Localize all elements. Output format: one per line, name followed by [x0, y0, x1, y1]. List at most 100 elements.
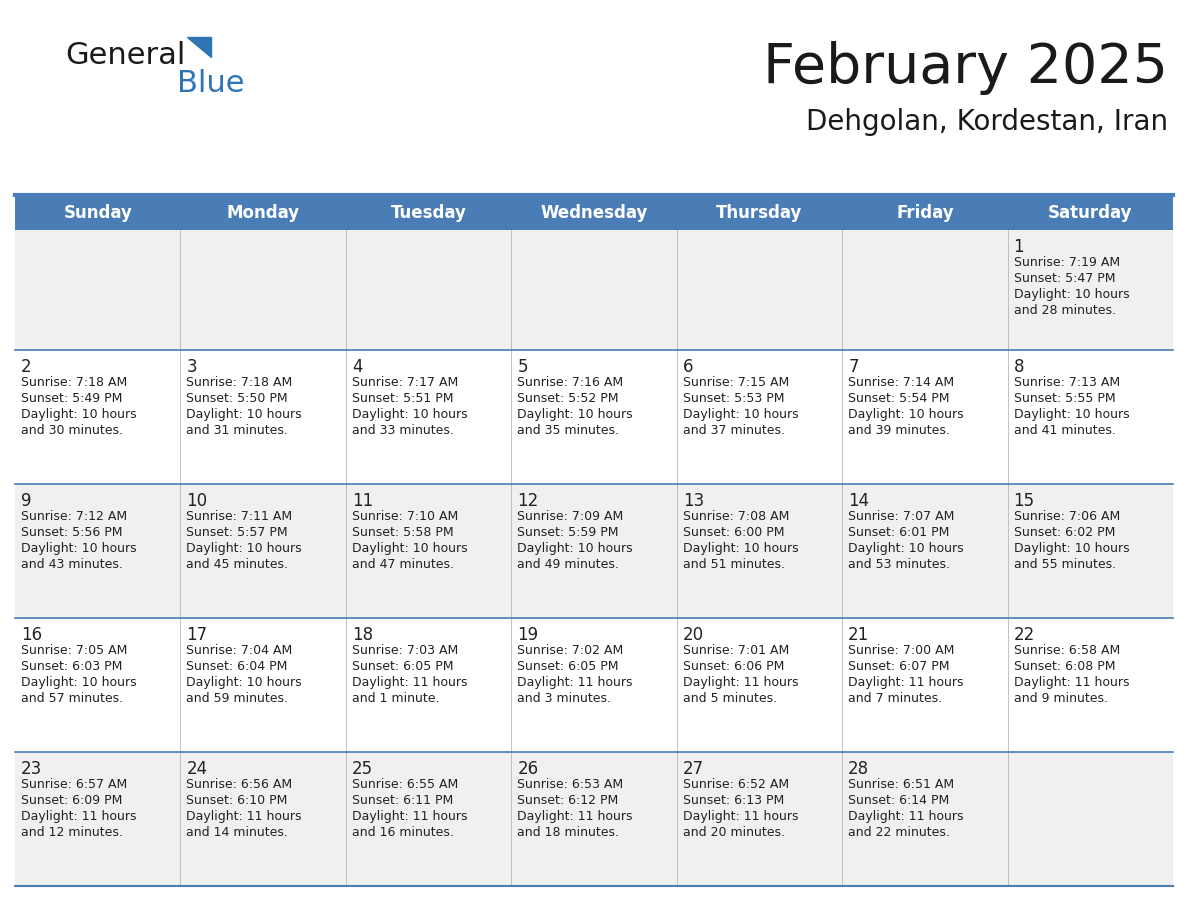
Text: Sunrise: 7:12 AM: Sunrise: 7:12 AM: [21, 510, 127, 523]
Text: Sunrise: 7:10 AM: Sunrise: 7:10 AM: [352, 510, 459, 523]
Text: and 18 minutes.: and 18 minutes.: [517, 826, 619, 839]
Text: 16: 16: [21, 626, 42, 644]
Text: Sunrise: 7:11 AM: Sunrise: 7:11 AM: [187, 510, 292, 523]
Text: Daylight: 10 hours: Daylight: 10 hours: [848, 408, 963, 421]
Text: Sunrise: 7:07 AM: Sunrise: 7:07 AM: [848, 510, 954, 523]
Text: and 22 minutes.: and 22 minutes.: [848, 826, 950, 839]
Text: Sunset: 5:52 PM: Sunset: 5:52 PM: [517, 392, 619, 405]
Text: Daylight: 10 hours: Daylight: 10 hours: [848, 542, 963, 555]
Text: Sunset: 6:03 PM: Sunset: 6:03 PM: [21, 660, 122, 673]
Bar: [15, 230, 1173, 350]
Text: Tuesday: Tuesday: [391, 204, 467, 221]
Text: Daylight: 11 hours: Daylight: 11 hours: [352, 676, 467, 689]
Text: and 51 minutes.: and 51 minutes.: [683, 558, 785, 571]
Text: 26: 26: [517, 760, 538, 778]
Text: 3: 3: [187, 358, 197, 376]
Text: 6: 6: [683, 358, 694, 376]
Text: 12: 12: [517, 492, 538, 510]
Text: Sunset: 6:05 PM: Sunset: 6:05 PM: [517, 660, 619, 673]
Text: 13: 13: [683, 492, 704, 510]
Text: 28: 28: [848, 760, 870, 778]
Text: 20: 20: [683, 626, 703, 644]
Text: Sunrise: 6:58 AM: Sunrise: 6:58 AM: [1013, 644, 1120, 657]
Text: Sunrise: 6:57 AM: Sunrise: 6:57 AM: [21, 778, 127, 791]
Text: Sunrise: 7:08 AM: Sunrise: 7:08 AM: [683, 510, 789, 523]
Text: 24: 24: [187, 760, 208, 778]
Bar: [15, 752, 1173, 886]
Text: 19: 19: [517, 626, 538, 644]
Text: Sunrise: 7:04 AM: Sunrise: 7:04 AM: [187, 644, 292, 657]
Text: and 35 minutes.: and 35 minutes.: [517, 424, 619, 437]
Text: 4: 4: [352, 358, 362, 376]
Text: 9: 9: [21, 492, 32, 510]
Text: Friday: Friday: [896, 204, 954, 221]
Text: and 45 minutes.: and 45 minutes.: [187, 558, 289, 571]
Text: Sunrise: 6:55 AM: Sunrise: 6:55 AM: [352, 778, 459, 791]
Text: Daylight: 10 hours: Daylight: 10 hours: [1013, 542, 1130, 555]
Text: Dehgolan, Kordestan, Iran: Dehgolan, Kordestan, Iran: [805, 108, 1168, 136]
Text: Sunset: 6:14 PM: Sunset: 6:14 PM: [848, 794, 949, 807]
Text: Daylight: 11 hours: Daylight: 11 hours: [1013, 676, 1129, 689]
Text: Sunrise: 7:09 AM: Sunrise: 7:09 AM: [517, 510, 624, 523]
Text: General: General: [65, 40, 185, 70]
Text: 8: 8: [1013, 358, 1024, 376]
Text: Sunset: 5:58 PM: Sunset: 5:58 PM: [352, 526, 454, 539]
Text: Sunset: 6:12 PM: Sunset: 6:12 PM: [517, 794, 619, 807]
Text: and 5 minutes.: and 5 minutes.: [683, 692, 777, 705]
Text: and 57 minutes.: and 57 minutes.: [21, 692, 124, 705]
Text: Wednesday: Wednesday: [541, 204, 647, 221]
Text: Sunrise: 7:19 AM: Sunrise: 7:19 AM: [1013, 256, 1120, 269]
Text: 22: 22: [1013, 626, 1035, 644]
Text: 7: 7: [848, 358, 859, 376]
Text: Sunrise: 7:00 AM: Sunrise: 7:00 AM: [848, 644, 954, 657]
Text: and 28 minutes.: and 28 minutes.: [1013, 304, 1116, 317]
Text: 1: 1: [1013, 238, 1024, 256]
Text: Sunrise: 7:15 AM: Sunrise: 7:15 AM: [683, 376, 789, 389]
Text: Daylight: 11 hours: Daylight: 11 hours: [683, 676, 798, 689]
Bar: [346, 195, 511, 230]
Text: and 59 minutes.: and 59 minutes.: [187, 692, 289, 705]
Text: Blue: Blue: [177, 69, 245, 97]
Text: Sunrise: 7:18 AM: Sunrise: 7:18 AM: [187, 376, 292, 389]
Text: 10: 10: [187, 492, 208, 510]
Text: Daylight: 10 hours: Daylight: 10 hours: [1013, 408, 1130, 421]
Text: Sunrise: 7:01 AM: Sunrise: 7:01 AM: [683, 644, 789, 657]
Text: Sunset: 5:51 PM: Sunset: 5:51 PM: [352, 392, 454, 405]
Polygon shape: [187, 37, 211, 57]
Text: Monday: Monday: [227, 204, 299, 221]
Text: and 53 minutes.: and 53 minutes.: [848, 558, 950, 571]
Text: Daylight: 11 hours: Daylight: 11 hours: [517, 676, 633, 689]
Text: Saturday: Saturday: [1048, 204, 1132, 221]
Bar: [842, 195, 1007, 230]
Text: and 55 minutes.: and 55 minutes.: [1013, 558, 1116, 571]
Text: Daylight: 10 hours: Daylight: 10 hours: [352, 408, 468, 421]
Text: Daylight: 10 hours: Daylight: 10 hours: [1013, 288, 1130, 301]
Text: 5: 5: [517, 358, 527, 376]
Text: and 37 minutes.: and 37 minutes.: [683, 424, 785, 437]
Text: Sunset: 6:01 PM: Sunset: 6:01 PM: [848, 526, 949, 539]
Text: Daylight: 11 hours: Daylight: 11 hours: [848, 676, 963, 689]
Bar: [15, 618, 1173, 752]
Text: Daylight: 10 hours: Daylight: 10 hours: [187, 408, 302, 421]
Bar: [15, 195, 181, 230]
Text: 27: 27: [683, 760, 703, 778]
Text: Thursday: Thursday: [716, 204, 803, 221]
Text: and 16 minutes.: and 16 minutes.: [352, 826, 454, 839]
Text: Daylight: 11 hours: Daylight: 11 hours: [352, 810, 467, 823]
Text: Sunset: 5:47 PM: Sunset: 5:47 PM: [1013, 272, 1116, 285]
Text: 17: 17: [187, 626, 208, 644]
Text: Daylight: 10 hours: Daylight: 10 hours: [352, 542, 468, 555]
Text: Sunrise: 6:53 AM: Sunrise: 6:53 AM: [517, 778, 624, 791]
Text: and 41 minutes.: and 41 minutes.: [1013, 424, 1116, 437]
Text: Daylight: 11 hours: Daylight: 11 hours: [21, 810, 137, 823]
Text: Daylight: 10 hours: Daylight: 10 hours: [21, 408, 137, 421]
Text: and 7 minutes.: and 7 minutes.: [848, 692, 942, 705]
Text: Sunrise: 7:14 AM: Sunrise: 7:14 AM: [848, 376, 954, 389]
Text: and 49 minutes.: and 49 minutes.: [517, 558, 619, 571]
Text: Sunset: 6:11 PM: Sunset: 6:11 PM: [352, 794, 453, 807]
Text: Daylight: 11 hours: Daylight: 11 hours: [517, 810, 633, 823]
Text: Sunset: 6:02 PM: Sunset: 6:02 PM: [1013, 526, 1116, 539]
Text: and 33 minutes.: and 33 minutes.: [352, 424, 454, 437]
Text: and 20 minutes.: and 20 minutes.: [683, 826, 785, 839]
Text: 23: 23: [21, 760, 43, 778]
